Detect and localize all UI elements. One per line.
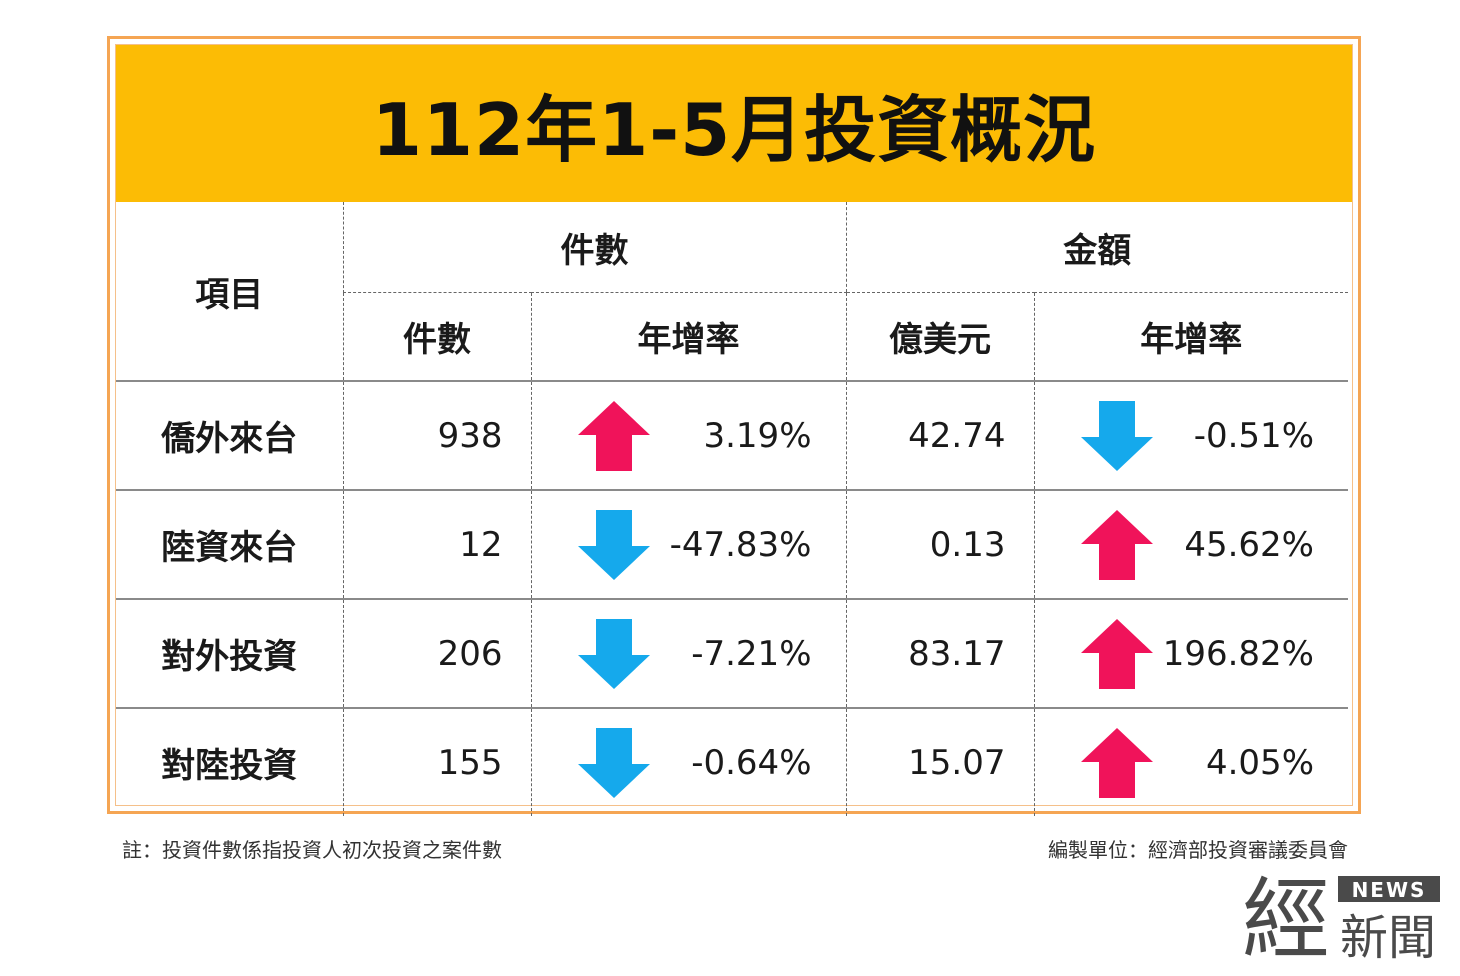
table-row: 陸資來台 12 -47.83% 0.13 45.62% — [116, 490, 1348, 600]
logo-main-char: 經 — [1242, 870, 1330, 960]
header-group-amount: 金額 — [845, 202, 1348, 293]
count-cell: 938 — [342, 381, 531, 491]
row-label: 陸資來台 — [116, 490, 343, 600]
table-frame: 112年1-5月投資概況 項目 件數 金額 件數 年增率 億美元 年增率 僑外來… — [107, 36, 1361, 816]
table-row: 僑外來台 938 3.19% 42.74 -0.51% — [116, 381, 1348, 491]
red-up-arrow-icon — [1080, 618, 1153, 689]
count-cell: 155 — [342, 708, 531, 816]
amount-cell: 0.13 — [845, 490, 1034, 600]
logo-tag-bg — [1338, 876, 1440, 902]
table-inner: 112年1-5月投資概況 項目 件數 金額 件數 年增率 億美元 年增率 僑外來… — [115, 44, 1353, 816]
amount-rate-cell: 4.05% — [1033, 708, 1348, 816]
header-item: 項目 — [116, 202, 343, 382]
count-cell: 206 — [342, 599, 531, 709]
amount-cell: 42.74 — [845, 381, 1034, 491]
amount-rate-cell: 45.62% — [1033, 490, 1348, 600]
table-row: 對外投資 206 -7.21% 83.17 196.82% — [116, 599, 1348, 709]
header-group-count: 件數 — [342, 202, 846, 293]
investment-table: 項目 件數 金額 件數 年增率 億美元 年增率 僑外來台 938 3.19% 4… — [116, 202, 1348, 816]
amount-rate-cell: 196.82% — [1033, 599, 1348, 709]
amount-rate-value: 196.82% — [1162, 633, 1314, 674]
amount-rate-value: 45.62% — [1184, 524, 1314, 565]
red-up-arrow-icon — [577, 400, 650, 471]
blue-down-arrow-icon — [577, 727, 650, 798]
source-note: 編製單位：經濟部投資審議委員會 — [1048, 838, 1348, 862]
count-rate-value: -0.64% — [691, 742, 812, 783]
count-cell: 12 — [342, 490, 531, 600]
amount-rate-value: -0.51% — [1193, 415, 1314, 456]
news-logo: 經 NEWS 新聞 — [1242, 870, 1440, 960]
count-rate-value: 3.19% — [703, 415, 812, 456]
row-label: 僑外來台 — [116, 381, 343, 491]
page-title: 112年1-5月投資概況 — [371, 88, 1097, 172]
logo-tag: NEWS — [1352, 878, 1427, 902]
header-amount: 億美元 — [845, 292, 1034, 382]
blue-down-arrow-icon — [577, 509, 650, 580]
blue-down-arrow-icon — [1080, 400, 1153, 471]
count-rate-cell: 3.19% — [530, 381, 846, 491]
red-up-arrow-icon — [1080, 727, 1153, 798]
header-amount-rate: 年增率 — [1033, 292, 1348, 382]
amount-rate-value: 4.05% — [1205, 742, 1314, 783]
count-rate-cell: -47.83% — [530, 490, 846, 600]
amount-cell: 83.17 — [845, 599, 1034, 709]
amount-rate-cell: -0.51% — [1033, 381, 1348, 491]
footnote: 註：投資件數係指投資人初次投資之案件數 — [122, 838, 502, 862]
header-count-rate: 年增率 — [530, 292, 846, 382]
count-rate-cell: -0.64% — [530, 708, 846, 816]
row-label: 對陸投資 — [161, 746, 298, 786]
count-rate-value: -47.83% — [669, 524, 812, 565]
count-rate-cell: -7.21% — [530, 599, 846, 709]
count-rate-value: -7.21% — [691, 633, 812, 674]
blue-down-arrow-icon — [577, 618, 650, 689]
logo-sub: 新聞 — [1340, 910, 1436, 960]
header-count: 件數 — [342, 292, 531, 382]
title-bar: 112年1-5月投資概況 — [116, 45, 1352, 202]
table-row: 對陸投資 155 -0.64% 15.07 4.05% — [116, 708, 1348, 816]
amount-cell: 15.07 — [845, 708, 1034, 816]
row-label: 對外投資 — [116, 599, 343, 709]
red-up-arrow-icon — [1080, 509, 1153, 580]
